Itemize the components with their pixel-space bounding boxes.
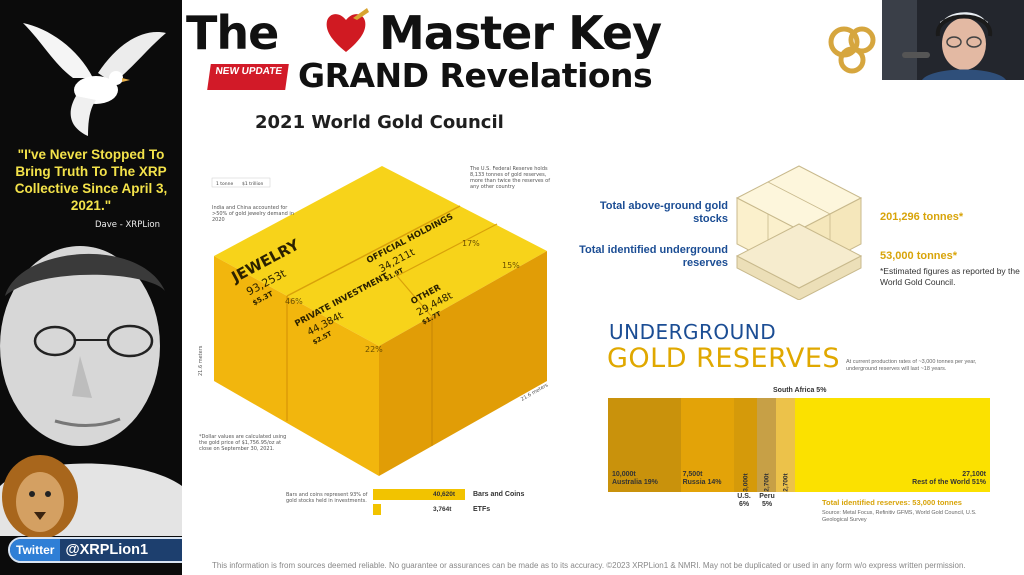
legend-tonne: 1 tonne bbox=[216, 181, 234, 187]
reserves-bar-chart: 10,000t Australia 19% 7,500t Russia 14% 3,… bbox=[608, 398, 990, 492]
lion-image bbox=[2, 455, 78, 539]
twitter-handle[interactable]: @XRPLion1 bbox=[65, 542, 149, 558]
page-subtitle: GRAND Revelations bbox=[298, 56, 653, 95]
private-investment-pct: 22% bbox=[365, 345, 383, 354]
webcam-feed bbox=[882, 0, 1024, 80]
segment-australia: 10,000t Australia 19% bbox=[608, 398, 681, 492]
key-icon bbox=[828, 26, 876, 74]
left-panel: "I've Never Stopped To Bring Truth To Th… bbox=[0, 0, 182, 575]
bars-coins-fill bbox=[373, 488, 465, 500]
gold-cube-chart: JEWELRY 93,253t $5.3T 46% PRIVATE INVEST… bbox=[198, 166, 550, 476]
india-china-note: India and China accounted for >50% of go… bbox=[212, 205, 294, 223]
etf-fill bbox=[373, 503, 381, 515]
rest-of-world-label: 27,100t Rest of the World 51% bbox=[912, 471, 986, 486]
south-africa-label: South Africa 5% bbox=[773, 387, 827, 394]
cube-right-face bbox=[379, 251, 547, 476]
segment-russia: 7,500t Russia 14% bbox=[680, 398, 735, 492]
us-label: U.S. 6% bbox=[737, 493, 751, 508]
content-title: 2021 World Gold Council bbox=[255, 112, 504, 133]
peru-label: Peru 5% bbox=[759, 493, 775, 508]
production-note: At current production rates of ~3,000 to… bbox=[846, 359, 977, 372]
bars-coins-label: Bars and Coins bbox=[473, 490, 525, 498]
segment-south-africa: 2,700t bbox=[776, 398, 796, 492]
cube-top-face bbox=[214, 166, 547, 346]
legend-value: $1 trillion bbox=[242, 181, 264, 187]
bars-coins-note: Bars and coins represent 93% of gold sto… bbox=[286, 492, 368, 504]
etf-value: 3,764t bbox=[433, 505, 452, 513]
gold-stock-boxes bbox=[735, 165, 863, 300]
heart-icon bbox=[326, 8, 369, 52]
underground-value: 53,000 tonnes* bbox=[880, 250, 958, 262]
etf-bar: 3,764t ETFs bbox=[373, 503, 543, 515]
official-holdings-pct: 17% bbox=[462, 239, 480, 248]
dove-icon bbox=[23, 23, 166, 136]
cube-left-face bbox=[214, 256, 379, 476]
us-amount: 3,000t bbox=[742, 473, 749, 492]
estimate-note: *Estimated figures as reported by the Wo… bbox=[880, 266, 1020, 287]
total-reserves: Total identified reserves: 53,000 tonnes bbox=[822, 498, 962, 507]
fed-note: The U.S. Federal Reserve holds 8,133 ton… bbox=[470, 166, 550, 190]
other-pct: 15% bbox=[502, 261, 520, 270]
segment-rest-of-world: 27,100t Rest of the World 51% bbox=[795, 398, 990, 492]
jewelry-pct: 46% bbox=[285, 297, 303, 306]
bars-coins-bar: 40,620t Bars and Coins bbox=[373, 488, 543, 500]
twitter-label: Twitter bbox=[10, 539, 61, 561]
disclaimer: This information is from sources deemed … bbox=[212, 561, 966, 570]
reserves-source: Source: Metal Focus, Refinitiv GFMS, Wor… bbox=[822, 510, 977, 523]
south-africa-amount: 2,700t bbox=[782, 473, 790, 492]
page-title: Master Key bbox=[379, 6, 662, 60]
peru-amount: 2,700t bbox=[763, 473, 770, 492]
russia-label: 7,500t Russia 14% bbox=[682, 471, 722, 486]
quote-attribution: Dave - XRPLion bbox=[95, 220, 161, 230]
gold-reserves-title: GOLD RESERVES bbox=[607, 343, 841, 374]
underground-label: Total identified underground reserves bbox=[579, 244, 728, 269]
dimension-label-left: 21.6 meters bbox=[198, 345, 204, 376]
title-the: The bbox=[186, 6, 279, 60]
twitter-badge[interactable]: Twitter @XRPLion1 bbox=[8, 537, 182, 563]
dollar-note: *Dollar values are calculated using the … bbox=[199, 434, 287, 452]
underground-title: UNDERGROUND bbox=[609, 320, 777, 344]
new-update-badge: NEW UPDATE bbox=[207, 64, 289, 90]
etf-label: ETFs bbox=[473, 505, 491, 513]
bars-coins-value: 40,620t bbox=[433, 490, 456, 498]
above-ground-label: Total above-ground gold stocks bbox=[599, 200, 728, 225]
quote-text: "I've Never Stopped To Bring Truth To Th… bbox=[14, 147, 168, 213]
australia-label: 10,000t Australia 19% bbox=[612, 471, 658, 486]
above-ground-value: 201,296 tonnes* bbox=[880, 211, 964, 223]
segment-peru: 2,700t bbox=[756, 398, 777, 492]
segment-us: 3,000t bbox=[734, 398, 757, 492]
